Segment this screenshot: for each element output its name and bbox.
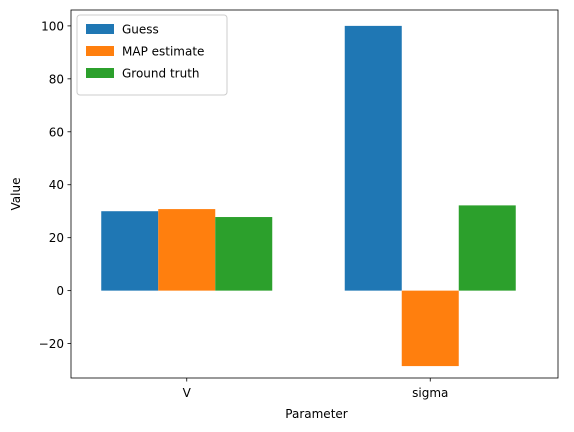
bar-map-estimate-sigma — [401, 290, 459, 367]
x-tick-label: V — [183, 386, 192, 400]
legend-swatch-ground-truth — [86, 68, 114, 78]
legend: Guess MAP estimate Ground truth — [76, 14, 228, 96]
y-tick-label: 20 — [49, 231, 64, 245]
legend-label-ground-truth: Ground truth — [122, 67, 200, 81]
bar-ground-truth-v — [215, 217, 273, 291]
legend-swatch-map-estimate — [86, 46, 114, 56]
x-axis-label: Parameter — [285, 407, 347, 421]
legend-label-map-estimate: MAP estimate — [122, 45, 204, 59]
y-tick-label: 100 — [41, 19, 64, 33]
legend-label-guess: Guess — [122, 23, 159, 37]
y-axis-ticks: −20 0 20 40 60 80 100 — [39, 19, 71, 351]
legend-box — [76, 14, 228, 96]
y-axis-label: Value — [9, 178, 23, 211]
y-tick-label: 40 — [49, 178, 64, 192]
x-tick-label: sigma — [412, 386, 448, 400]
y-tick-label: −20 — [39, 337, 64, 351]
bar-guess-v — [101, 211, 159, 291]
y-tick-label: 0 — [56, 284, 64, 298]
bar-guess-sigma — [344, 25, 402, 291]
bars-group — [101, 25, 516, 367]
y-tick-label: 60 — [49, 125, 64, 139]
y-tick-label: 80 — [49, 72, 64, 86]
bar-map-estimate-v — [158, 209, 216, 291]
plot-frame — [70, 9, 559, 379]
legend-swatch-guess — [86, 24, 114, 34]
bar-ground-truth-sigma — [458, 205, 516, 291]
